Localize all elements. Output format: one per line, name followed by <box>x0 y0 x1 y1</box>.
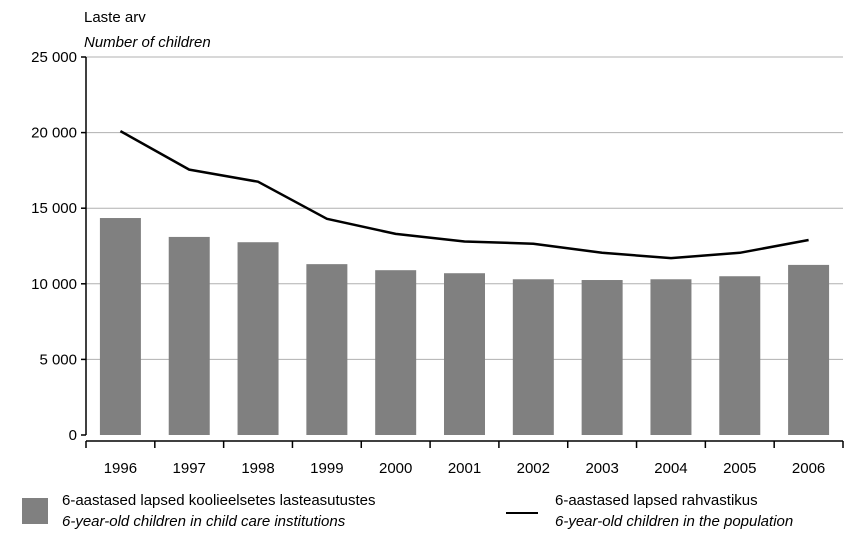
legend-label-line-en: 6-year-old children in the population <box>555 513 794 530</box>
x-tick-label-1996: 1996 <box>104 460 137 477</box>
y-tick-label-10000: 10 000 <box>31 276 77 293</box>
y-axis-title-en: Number of children <box>84 34 211 51</box>
bar-2004 <box>650 279 692 435</box>
x-tick-label-1999: 1999 <box>310 460 343 477</box>
x-tick-label-2006: 2006 <box>792 460 825 477</box>
legend-item-bars: 6-aastased lapsed koolieelsetes lasteasu… <box>62 490 376 532</box>
x-tick-label-2002: 2002 <box>517 460 550 477</box>
bar-2003 <box>581 280 623 435</box>
bar-series <box>99 218 830 435</box>
line-series <box>119 130 809 260</box>
legend-swatch-bar <box>22 498 48 524</box>
bar-2005 <box>719 276 761 435</box>
y-tick-label-20000: 20 000 <box>31 125 77 142</box>
legend-swatch-line <box>506 512 538 514</box>
y-tick-labels: 0 5 000 10 000 15 000 20 000 25 000 <box>31 49 77 444</box>
x-tick-label-2005: 2005 <box>723 460 756 477</box>
y-tick-label-0: 0 <box>69 427 77 444</box>
y-tick-label-15000: 15 000 <box>31 200 77 217</box>
legend-label-bars: 6-aastased lapsed koolieelsetes lasteasu… <box>62 492 376 509</box>
bar-2006 <box>788 264 830 435</box>
axes <box>81 56 844 448</box>
x-tick-label-2004: 2004 <box>654 460 687 477</box>
legend-item-line: 6-aastased lapsed rahvastikus 6-year-old… <box>555 490 793 532</box>
x-tick-label-1998: 1998 <box>241 460 274 477</box>
legend-label-bars-en: 6-year-old children in child care instit… <box>62 513 346 530</box>
bar-2001 <box>444 273 485 435</box>
y-tick-label-5000: 5 000 <box>39 351 77 368</box>
bar-1996 <box>99 218 141 435</box>
bar-1997 <box>168 236 210 435</box>
x-tick-label-2001: 2001 <box>448 460 481 477</box>
bar-2002 <box>512 279 554 435</box>
legend-label-line: 6-aastased lapsed rahvastikus <box>555 492 758 509</box>
x-tick-labels: 1996 1997 1998 1999 2000 2001 2002 2003 2004 2005… <box>104 460 826 477</box>
line-population <box>119 130 809 260</box>
y-axis-title: Laste arv <box>84 9 146 26</box>
bar-1998 <box>237 242 279 435</box>
gridlines <box>86 56 843 360</box>
x-tick-label-1997: 1997 <box>173 460 206 477</box>
x-tick-label-2003: 2003 <box>585 460 618 477</box>
x-tick-label-2000: 2000 <box>379 460 412 477</box>
bar-2000 <box>375 270 417 435</box>
bar-1999 <box>306 264 348 435</box>
y-tick-label-25000: 25 000 <box>31 49 77 66</box>
